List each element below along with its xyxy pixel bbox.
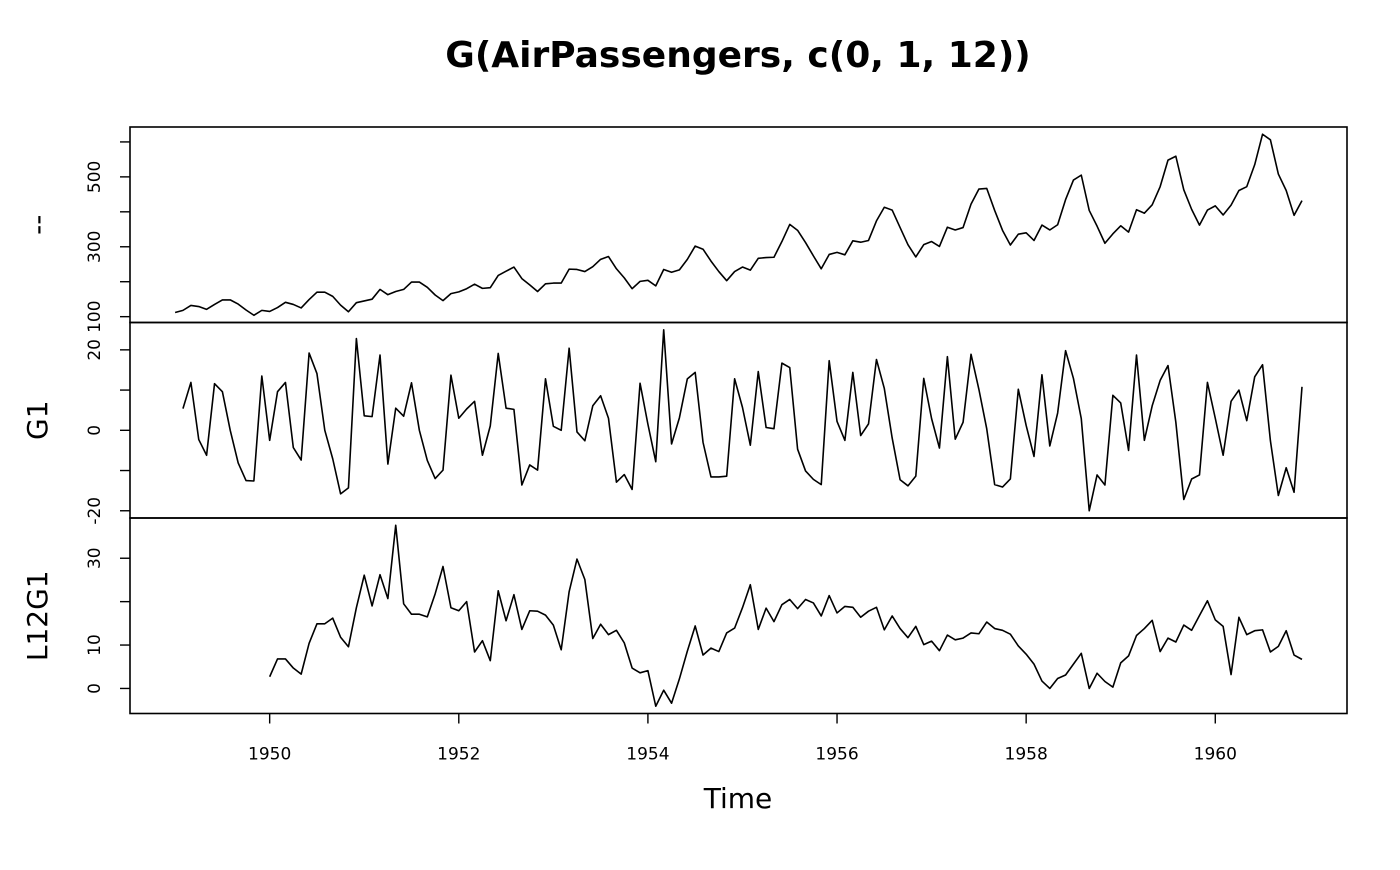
panel-frame xyxy=(129,517,1348,715)
y-axis-label: G1 xyxy=(21,400,54,440)
y-tick-label: 30 xyxy=(85,547,105,569)
y-tick-label: -20 xyxy=(85,497,105,525)
y-tick-label: 500 xyxy=(85,161,105,193)
series-line xyxy=(182,328,1303,512)
x-tick-label: 1960 xyxy=(1194,745,1237,765)
y-tick-label: 10 xyxy=(85,634,105,656)
y-tick-label: 300 xyxy=(85,231,105,263)
series-line xyxy=(174,133,1303,317)
chart-title: G(AirPassengers, c(0, 1, 12)) xyxy=(445,35,1030,76)
y-axis-label: L12G1 xyxy=(21,570,54,661)
x-tick-label: 1956 xyxy=(815,745,858,765)
y-tick-label: 100 xyxy=(85,300,105,332)
y-tick-label: 0 xyxy=(85,425,105,436)
x-tick-label: 1952 xyxy=(437,745,480,765)
x-tick-label: 1954 xyxy=(626,745,669,765)
y-tick-label: 20 xyxy=(85,339,105,361)
x-axis-label: Time xyxy=(703,782,773,815)
y-axis-label: -- xyxy=(21,215,54,235)
x-tick-label: 1950 xyxy=(248,745,291,765)
x-tick-label: 1958 xyxy=(1005,745,1048,765)
series-line xyxy=(268,524,1303,708)
y-tick-label: 0 xyxy=(85,683,105,694)
